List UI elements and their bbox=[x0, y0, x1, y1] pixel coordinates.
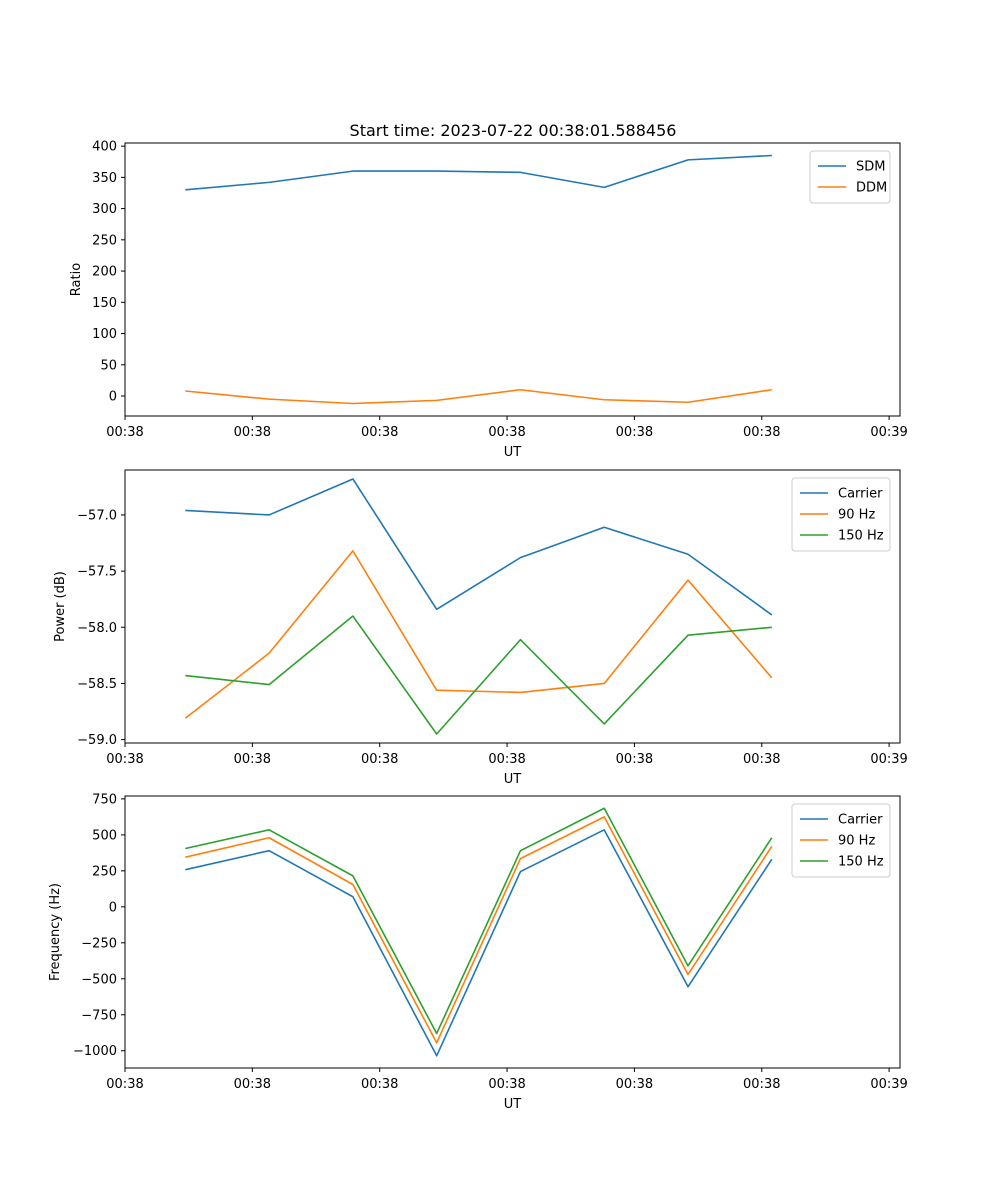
y-tick-label: −58.5 bbox=[77, 677, 117, 692]
y-tick-label: −250 bbox=[81, 936, 117, 951]
x-tick-label: 00:38 bbox=[234, 425, 271, 440]
y-tick-label: 250 bbox=[92, 233, 117, 248]
legend-box bbox=[791, 477, 891, 552]
x-tick-label: 00:38 bbox=[616, 752, 653, 767]
x-tick-label: 00:38 bbox=[361, 425, 398, 440]
x-tick-label: 00:38 bbox=[106, 1077, 143, 1092]
y-tick-label: −57.5 bbox=[77, 565, 117, 580]
legend: Carrier 90 Hz 150 Hz bbox=[791, 477, 891, 552]
y-axis-label: Frequency (Hz) bbox=[48, 883, 63, 981]
y-tick-label: 300 bbox=[92, 202, 117, 217]
legend-label: Carrier bbox=[838, 487, 883, 502]
legend-label: DDM bbox=[856, 181, 887, 196]
chart-panel-1: 00:38 00:38 00:38 00:38 00:38 00:38 00:39 0 50 10… bbox=[69, 140, 908, 460]
y-tick-label: 100 bbox=[92, 327, 117, 342]
legend: SDM DDM bbox=[809, 150, 891, 204]
x-axis-label: UT bbox=[504, 445, 522, 460]
y-tick-label: 0 bbox=[109, 900, 117, 915]
y-tick-label: 350 bbox=[92, 171, 117, 186]
x-tick-label: 00:38 bbox=[743, 1077, 780, 1092]
series-line-carrier bbox=[185, 478, 773, 616]
series-line-sdm bbox=[185, 154, 772, 191]
figure-title: Start time: 2023-07-22 00:38:01.588456 bbox=[350, 121, 677, 140]
x-tick-label: 00:38 bbox=[106, 425, 143, 440]
x-tick-label: 00:39 bbox=[870, 752, 907, 767]
series-line-150-hz bbox=[185, 615, 772, 735]
x-tick-label: 00:38 bbox=[361, 1077, 398, 1092]
y-tick-label: 400 bbox=[92, 140, 117, 155]
series-line-90-hz bbox=[185, 816, 773, 1044]
y-tick-label: −57.0 bbox=[77, 508, 117, 523]
legend-box bbox=[809, 150, 891, 204]
x-tick-label: 00:38 bbox=[106, 752, 143, 767]
legend-box bbox=[791, 803, 891, 878]
x-tick-label: 00:38 bbox=[743, 425, 780, 440]
axes-frame bbox=[124, 469, 901, 744]
y-axis-label: Power (dB) bbox=[53, 571, 68, 642]
y-tick-label: 750 bbox=[92, 792, 117, 807]
legend-label: 90 Hz bbox=[838, 508, 875, 523]
x-tick-label: 00:39 bbox=[870, 1077, 907, 1092]
x-tick-label: 00:38 bbox=[234, 1077, 271, 1092]
legend-label: 150 Hz bbox=[838, 529, 884, 544]
charts-container: 00:38 00:38 00:38 00:38 00:38 00:38 00:39 0 50 10… bbox=[48, 140, 908, 1112]
legend-label: Carrier bbox=[838, 813, 883, 828]
axes-frame bbox=[124, 795, 901, 1069]
x-axis-label: UT bbox=[504, 772, 522, 787]
y-tick-label: −1000 bbox=[73, 1044, 117, 1059]
y-tick-label: 50 bbox=[100, 358, 117, 373]
chart-panel-3: 00:38 00:38 00:38 00:38 00:38 00:38 00:39 −1000… bbox=[48, 792, 908, 1112]
x-tick-label: 00:38 bbox=[616, 1077, 653, 1092]
chart-panel-2: 00:38 00:38 00:38 00:38 00:38 00:38 00:39 −59.0… bbox=[53, 469, 908, 787]
legend-label: 90 Hz bbox=[838, 834, 875, 849]
series-line-90-hz bbox=[184, 550, 773, 719]
x-axis-label: UT bbox=[504, 1097, 522, 1112]
x-tick-label: 00:38 bbox=[488, 425, 525, 440]
x-tick-label: 00:38 bbox=[361, 752, 398, 767]
y-tick-label: 250 bbox=[92, 864, 117, 879]
axes-frame bbox=[124, 142, 901, 417]
x-tick-label: 00:38 bbox=[743, 752, 780, 767]
y-tick-label: −750 bbox=[81, 1008, 117, 1023]
x-tick-label: 00:38 bbox=[234, 752, 271, 767]
series-line-carrier bbox=[185, 829, 773, 1057]
legend-label: SDM bbox=[856, 160, 885, 175]
y-axis-label: Ratio bbox=[69, 263, 84, 296]
y-tick-label: 500 bbox=[92, 828, 117, 843]
x-tick-label: 00:39 bbox=[870, 425, 907, 440]
y-tick-label: −59.0 bbox=[77, 733, 117, 748]
x-tick-label: 00:38 bbox=[488, 752, 525, 767]
y-tick-label: −58.0 bbox=[77, 621, 117, 636]
series-line-150-hz bbox=[185, 807, 773, 1035]
x-tick-label: 00:38 bbox=[616, 425, 653, 440]
y-tick-label: −500 bbox=[81, 972, 117, 987]
legend: Carrier 90 Hz 150 Hz bbox=[791, 803, 891, 878]
y-tick-label: 200 bbox=[92, 265, 117, 280]
x-tick-label: 00:38 bbox=[488, 1077, 525, 1092]
legend-label: 150 Hz bbox=[838, 855, 884, 870]
series-line-ddm bbox=[185, 388, 772, 405]
y-tick-label: 150 bbox=[92, 296, 117, 311]
y-tick-label: 0 bbox=[109, 390, 117, 405]
